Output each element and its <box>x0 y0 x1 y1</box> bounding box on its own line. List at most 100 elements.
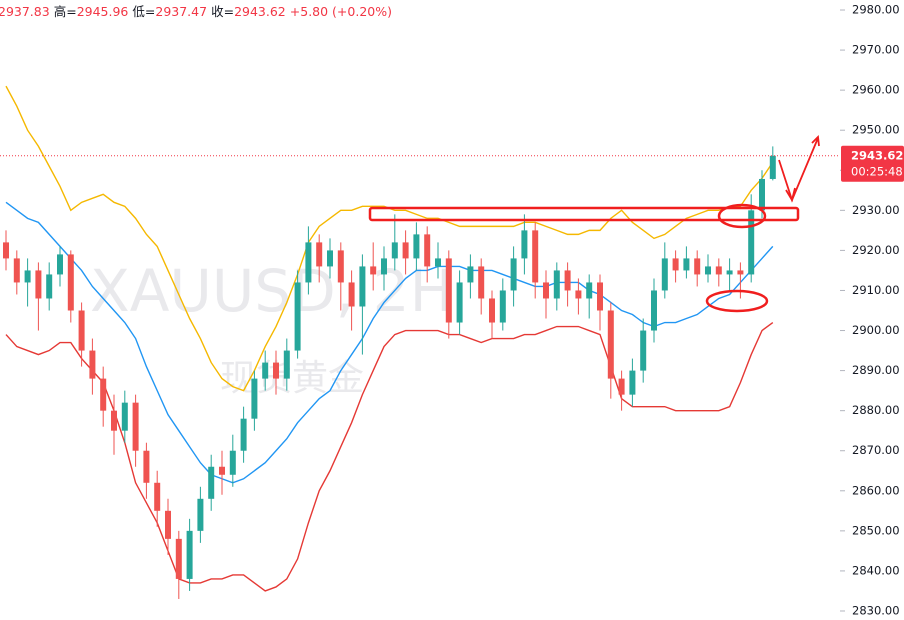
header-item: 收= <box>211 4 234 19</box>
candle-body <box>348 282 355 307</box>
y-tick-label: 2910.00 <box>852 283 900 297</box>
candle-body <box>532 230 539 283</box>
candle-body <box>564 270 571 291</box>
candle-body <box>759 178 765 211</box>
candle-body <box>769 155 776 179</box>
header-item: 2937.83 <box>0 4 50 19</box>
candle-body <box>597 282 603 311</box>
candle-body <box>467 266 474 283</box>
candle-body <box>478 266 485 299</box>
candle-body <box>651 290 657 331</box>
header-item: 低= <box>132 4 155 19</box>
price-label: 2943.62 <box>851 148 903 162</box>
candle-body <box>121 402 128 431</box>
candle-body <box>197 498 204 531</box>
candle-body <box>683 258 690 271</box>
y-tick-label: 2980.00 <box>852 3 900 17</box>
y-tick-label: 2870.00 <box>852 443 900 457</box>
candle-body <box>586 282 593 299</box>
candle-body <box>737 270 744 275</box>
candle-body <box>262 362 269 379</box>
plot <box>0 85 840 599</box>
candle-body <box>294 282 301 351</box>
band-line <box>5 321 774 592</box>
candle-body <box>46 274 53 299</box>
candle-body <box>165 510 171 539</box>
candle-body <box>100 378 107 411</box>
price-label-box <box>841 145 904 182</box>
header-item: 高= <box>54 4 77 19</box>
candle-body <box>78 310 85 351</box>
circle-mark <box>717 203 767 229</box>
candle-body <box>67 254 74 311</box>
y-tick-label: 2890.00 <box>852 363 900 377</box>
candle-body <box>489 298 495 323</box>
y-tick-label: 2930.00 <box>852 203 900 217</box>
y-tick-label: 2960.00 <box>852 83 900 97</box>
band-line <box>5 201 774 484</box>
candle-body <box>694 258 701 275</box>
candle-body <box>186 530 193 579</box>
candle-body <box>456 282 463 323</box>
candle-body <box>618 378 625 395</box>
arrow-head <box>811 135 820 147</box>
candle-body <box>337 250 344 283</box>
annotations <box>368 135 820 313</box>
resistance-box <box>368 206 800 222</box>
candle-body <box>672 258 679 271</box>
candle-body <box>251 378 258 419</box>
header-item: +5.80 (+0.20%) <box>290 4 392 19</box>
candle-body <box>499 290 506 323</box>
candle-body <box>402 242 409 259</box>
candle-body <box>391 242 398 259</box>
watermark: XAUUSD, 2H 现货黄金 <box>90 257 453 399</box>
y-tick-label: 2920.00 <box>852 243 900 257</box>
y-tick-label: 2850.00 <box>852 523 900 537</box>
candle-body <box>543 282 549 299</box>
candle-body <box>445 258 452 323</box>
candle-body <box>111 410 117 431</box>
candle-body <box>35 270 42 299</box>
candle-body <box>143 450 150 483</box>
header-item: 2945.96 <box>77 4 129 19</box>
candle-body <box>305 242 312 283</box>
candle-body <box>413 234 420 259</box>
candle-body <box>283 350 290 379</box>
y-tick-label: 2970.00 <box>852 43 900 57</box>
arrow-head <box>785 187 796 203</box>
price-axis: 2830.00 2840.00 2850.00 2860.00 2870.00 2880.… <box>840 3 904 617</box>
y-tick-label: 2900.00 <box>852 323 900 337</box>
candle-body <box>424 234 431 267</box>
watermark-symbol: XAUUSD, 2H <box>90 257 453 325</box>
candle-body <box>381 258 387 275</box>
candle-body <box>13 258 20 283</box>
candle-body <box>132 402 139 451</box>
candle-body <box>3 242 9 259</box>
watermark-name: 现货黄金 <box>220 358 364 399</box>
candle-body <box>370 266 377 275</box>
candle-body <box>273 362 279 379</box>
y-tick-label: 2830.00 <box>852 603 900 617</box>
candle-body <box>435 258 441 267</box>
candle-body <box>359 266 366 307</box>
candle-body <box>24 270 31 283</box>
ohlc-header: 2937.83 高=2945.96 低=2937.47 收=2943.62 +5.80 … <box>0 4 392 19</box>
candle-body <box>748 210 755 275</box>
candle-body <box>640 330 647 371</box>
candle-body <box>57 254 63 275</box>
y-tick-label: 2840.00 <box>852 563 900 577</box>
countdown: 00:25:48 <box>851 164 903 178</box>
candle-body <box>219 466 225 475</box>
candle-body <box>240 418 247 451</box>
candle-body <box>521 230 528 259</box>
y-tick-label: 2950.00 <box>852 123 900 137</box>
candle-body <box>715 266 722 275</box>
candle-body <box>229 450 236 475</box>
candle-body <box>89 350 96 379</box>
header-item: 2943.62 <box>234 4 286 19</box>
band-line <box>5 85 774 392</box>
y-tick-label: 2860.00 <box>852 483 900 497</box>
candle-body <box>726 270 733 275</box>
candle-body <box>316 242 323 267</box>
